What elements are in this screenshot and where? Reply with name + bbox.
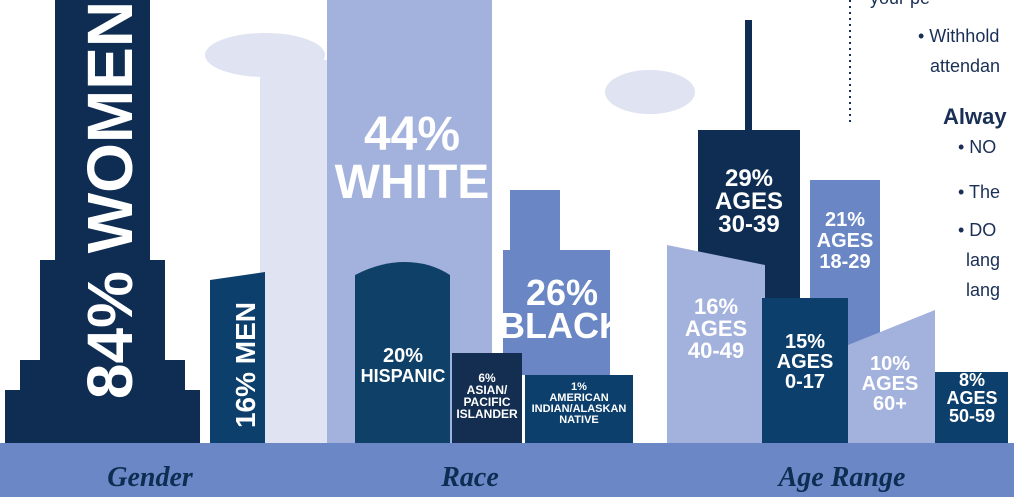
stat-label: NATIVE xyxy=(559,414,599,426)
stat-label: 44% xyxy=(364,108,460,161)
group-label: Race xyxy=(440,462,499,493)
sidebar-bullet: lang xyxy=(966,280,1000,300)
sidebar-bullet: • NO xyxy=(958,137,996,157)
cloud xyxy=(605,70,695,114)
sidebar-bullet: lang xyxy=(966,250,1000,270)
stat-label: 18-29 xyxy=(819,251,870,273)
stat-label: 30-39 xyxy=(718,211,779,238)
stat-label: 15% xyxy=(785,331,825,353)
stat-label: AGES xyxy=(817,230,874,252)
stat-label: 60+ xyxy=(873,393,907,415)
stat-label: ISLANDER xyxy=(456,407,518,421)
stat-label: 21% xyxy=(825,209,865,231)
sidebar-text: attendan xyxy=(930,56,1000,76)
spire xyxy=(745,20,752,135)
infographic: Gender Race Age Range your pe • Withhold… xyxy=(0,0,1014,497)
sidebar-bullet: • The xyxy=(958,182,1000,202)
stat-label: 8% xyxy=(959,370,985,390)
sidebar-text: • Withhold xyxy=(918,26,999,46)
sidebar-bullet: • DO xyxy=(958,220,996,240)
stat-label: AGES xyxy=(862,373,919,395)
sidebar-heading: Alway xyxy=(943,104,1007,129)
stat-label: AGES xyxy=(946,388,997,408)
stat-label: 20% xyxy=(383,345,423,367)
stat-label: 50-59 xyxy=(949,406,995,426)
stat-label: 10% xyxy=(870,353,910,375)
stat-label: AGES xyxy=(777,351,834,373)
stat-label: BLACK xyxy=(499,305,625,346)
group-label: Age Range xyxy=(777,462,906,493)
sidebar-text: your pe xyxy=(870,0,930,8)
stat-label: 0-17 xyxy=(785,371,825,393)
stat-label: 40-49 xyxy=(688,338,744,363)
stat-label: 16% MEN xyxy=(230,302,261,428)
stat-label: HISPANIC xyxy=(361,366,446,386)
stat-label: WHITE xyxy=(335,156,490,209)
group-label: Gender xyxy=(107,462,194,493)
building xyxy=(260,60,330,443)
stat-label: 84% WOMEN xyxy=(74,1,146,399)
